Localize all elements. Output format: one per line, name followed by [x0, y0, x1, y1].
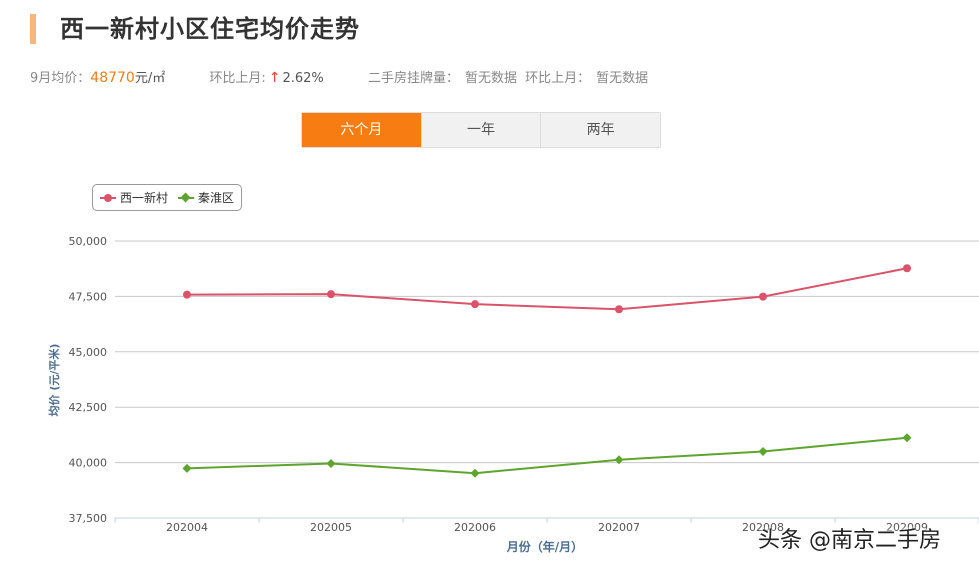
data-point	[327, 290, 335, 299]
listing-mom-value: 暂无数据	[596, 71, 649, 86]
y-tick-label: 42,500	[69, 401, 108, 414]
x-tick-label: 202009	[886, 521, 928, 534]
x-tick-label: 202008	[742, 521, 784, 534]
mom-value: 2.62%	[282, 71, 324, 86]
series-line-0	[186, 267, 908, 311]
y-axis-label: 均价 (元/平米)	[47, 344, 61, 417]
series-line-1	[186, 436, 908, 475]
y-tick-label: 47,500	[69, 290, 108, 303]
data-point	[614, 455, 624, 465]
data-point	[182, 463, 192, 473]
listing-mom-label: 环比上月：	[525, 71, 591, 86]
data-point	[902, 433, 912, 443]
y-tick-label: 37,500	[69, 512, 108, 525]
legend-item-district[interactable]: 秦淮区	[178, 189, 234, 206]
x-tick-label: 202005	[310, 521, 352, 534]
period-tabs: 六个月 一年 两年	[301, 112, 661, 148]
data-point	[471, 300, 479, 309]
data-point	[903, 264, 911, 273]
watermark: 头条 @南京二手房	[758, 528, 941, 553]
mom-label: 环比上月:	[209, 71, 266, 86]
x-tick-label: 202006	[454, 521, 496, 534]
title-accent-bar	[30, 14, 36, 44]
tab-one-year[interactable]: 一年	[420, 113, 541, 147]
price-stats: 9月均价：48770元/㎡ 环比上月: ↑ 2.62% 二手房挂牌量： 暂无数据 环比…	[30, 68, 648, 89]
data-point	[183, 290, 191, 299]
data-point	[758, 447, 768, 457]
data-point	[470, 468, 480, 478]
listing-label: 二手房挂牌量：	[367, 71, 459, 86]
tab-two-years[interactable]: 两年	[540, 113, 661, 147]
y-tick-label: 45,000	[69, 346, 108, 359]
tab-six-months[interactable]: 六个月	[302, 113, 421, 147]
price-unit: 元/㎡	[134, 71, 166, 86]
data-point	[615, 305, 623, 314]
page-title: 西一新村小区住宅均价走势	[60, 15, 360, 43]
arrow-up-icon: ↑	[268, 70, 281, 86]
data-point	[326, 458, 336, 468]
data-point	[759, 292, 767, 301]
x-tick-label: 202004	[166, 521, 208, 534]
y-tick-label: 40,000	[69, 457, 108, 470]
x-axis-label: 月份（年/月）	[506, 539, 583, 554]
legend-label-district: 秦淮区	[198, 191, 235, 205]
legend-diamond-marker-icon	[178, 192, 195, 203]
price-label: 9月均价：	[30, 71, 91, 86]
chart-legend: 西一新村 秦淮区	[92, 184, 243, 211]
x-tick-label: 202007	[598, 521, 640, 534]
y-tick-label: 50,000	[69, 235, 108, 248]
legend-circle-marker-icon	[100, 193, 116, 203]
legend-item-community[interactable]: 西一新村	[100, 189, 168, 206]
price-value: 48770	[90, 70, 135, 86]
listing-value: 暂无数据	[464, 71, 517, 86]
legend-label-community: 西一新村	[120, 191, 169, 205]
